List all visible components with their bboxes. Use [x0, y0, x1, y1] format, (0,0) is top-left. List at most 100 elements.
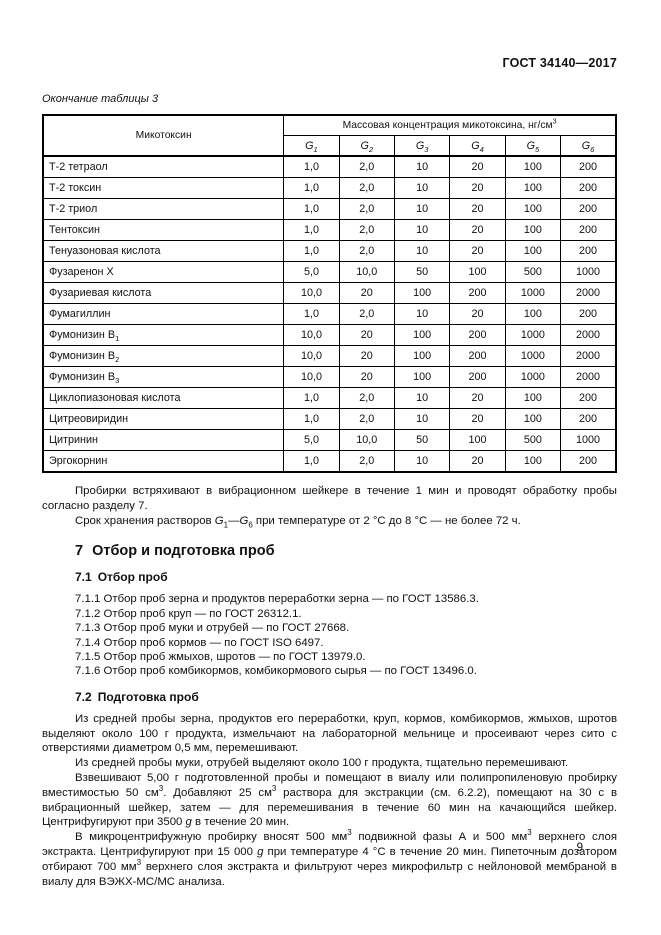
concentration-value: 2000	[560, 324, 617, 346]
table-row: Фумагиллин 1,0 2,0 10 20 100 200	[42, 303, 617, 325]
concentration-value: 20	[449, 408, 506, 430]
concentration-value: 100	[504, 219, 562, 241]
concentration-value: 100	[504, 450, 562, 473]
section-7-heading: 7 Отбор и подготовка проб	[75, 543, 617, 559]
concentration-value: 2000	[560, 282, 617, 304]
concentration-value: 200	[560, 408, 617, 430]
concentration-value: 10	[393, 198, 451, 220]
concentration-value: 200	[449, 345, 506, 367]
column-header-g4: G4	[449, 135, 506, 157]
concentration-value: 20	[449, 219, 506, 241]
concentration-value: 100	[504, 387, 562, 409]
section-number: 7.1	[75, 570, 92, 585]
concentration-value: 10	[393, 303, 451, 325]
mycotoxin-name: Фузаренон X	[42, 261, 285, 283]
table-header: Микотоксин Массовая концентрация микоток…	[42, 114, 617, 157]
clause-item: 7.1.4 Отбор проб кормов — по ГОСТ ISO 64…	[75, 636, 324, 649]
page-content: ГОСТ 34140—2017 Окончание таблицы 3 Мико…	[42, 0, 617, 889]
concentration-value: 100	[449, 261, 506, 283]
table-row: Тентоксин 1,0 2,0 10 20 100 200	[42, 219, 617, 241]
table-row: Т-2 тетраол 1,0 2,0 10 20 100 200	[42, 155, 617, 178]
concentration-value: 100	[449, 429, 506, 451]
column-header-g6: G6	[560, 135, 617, 157]
paragraph: Пробирки встряхивают в вибрационном шейк…	[42, 485, 617, 512]
concentration-value: 2,0	[338, 198, 395, 220]
concentration-value: 200	[560, 387, 617, 409]
concentration-value: 100	[393, 345, 451, 367]
mycotoxin-name: Цитринин	[42, 429, 285, 451]
concentration-value: 10	[393, 155, 451, 178]
table-row: Т-2 токсин 1,0 2,0 10 20 100 200	[42, 177, 617, 199]
concentration-value: 20	[338, 282, 395, 304]
concentration-value: 20	[449, 240, 506, 262]
section-title: Отбор проб	[97, 570, 168, 585]
paragraph: Взвешивают 5,00 г подготовленной пробы и…	[42, 772, 617, 829]
concentration-value: 1000	[504, 282, 562, 304]
concentration-value: 2,0	[338, 219, 395, 241]
mycotoxin-table: Микотоксин Массовая концентрация микоток…	[42, 114, 617, 473]
clause-item: 7.1.2 Отбор проб круп — по ГОСТ 26312.1.	[75, 607, 302, 620]
concentration-value: 10	[393, 408, 451, 430]
concentration-value: 2000	[560, 366, 617, 388]
concentration-value: 10	[393, 387, 451, 409]
section-title: Подготовка проб	[97, 689, 199, 704]
concentration-value: 10	[393, 240, 451, 262]
concentration-value: 200	[449, 282, 506, 304]
concentration-value: 20	[338, 324, 395, 346]
concentration-value: 1,0	[283, 408, 340, 430]
concentration-value: 2000	[560, 345, 617, 367]
mycotoxin-name: Циклопиазоновая кислота	[42, 387, 285, 409]
concentration-value: 1000	[560, 429, 617, 451]
column-header-concentration: Массовая концентрация микотоксина, нг/см…	[283, 114, 617, 136]
column-header-mycotoxin: Микотоксин	[42, 114, 285, 157]
concentration-value: 2,0	[338, 450, 395, 473]
clause-item: 7.1.3 Отбор проб муки и отрубей — по ГОС…	[75, 622, 350, 635]
concentration-value: 200	[560, 450, 617, 473]
concentration-value: 2,0	[338, 408, 395, 430]
concentration-value: 1,0	[283, 387, 340, 409]
concentration-value: 100	[393, 324, 451, 346]
concentration-value: 10	[393, 177, 451, 199]
table-row: Фузаренон X 5,0 10,0 50 100 500 1000	[42, 261, 617, 283]
concentration-value: 100	[504, 408, 562, 430]
concentration-value: 1,0	[283, 303, 340, 325]
concentration-value: 10,0	[283, 366, 340, 388]
concentration-value: 10,0	[338, 429, 395, 451]
mycotoxin-name: Эргокорнин	[42, 450, 285, 473]
mycotoxin-name: Фумонизин В1	[42, 324, 285, 346]
table-row: Циклопиазоновая кислота 1,0 2,0 10 20 100 200	[42, 387, 617, 409]
table-row: Т-2 триол 1,0 2,0 10 20 100 200	[42, 198, 617, 220]
concentration-value: 20	[338, 366, 395, 388]
mycotoxin-name: Т-2 тетраол	[42, 155, 285, 178]
section-7-2-heading: 7.2 Подготовка проб	[75, 690, 617, 704]
table-row: Фумонизин В1 10,0 20 100 200 1000 2000	[42, 324, 617, 346]
concentration-value: 100	[504, 240, 562, 262]
paragraph: Из средней пробы муки, отрубей выделяют …	[75, 757, 569, 770]
concentration-value: 200	[560, 240, 617, 262]
concentration-value: 1000	[504, 324, 562, 346]
clause-item: 7.1.1 Отбор проб зерна и продуктов перер…	[75, 593, 479, 606]
clause-item: 7.1.5 Отбор проб жмыхов, шротов — по ГОС…	[75, 651, 366, 664]
concentration-value: 2,0	[338, 240, 395, 262]
concentration-value: 10,0	[338, 261, 395, 283]
section-7-1-heading: 7.1 Отбор проб	[75, 570, 617, 584]
concentration-value: 20	[338, 345, 395, 367]
table-header-row-2: G1 G2 G3 G4 G5 G6	[43, 135, 617, 157]
concentration-value: 10,0	[283, 324, 340, 346]
concentration-value: 200	[560, 198, 617, 220]
concentration-value: 1,0	[283, 219, 340, 241]
concentration-value: 100	[504, 177, 562, 199]
concentration-value: 100	[504, 303, 562, 325]
mycotoxin-name: Фумонизин В3	[42, 366, 285, 388]
concentration-value: 5,0	[283, 261, 340, 283]
mycotoxin-name: Фузариевая кислота	[42, 282, 285, 304]
mycotoxin-name: Тенуазоновая кислота	[42, 240, 285, 262]
table-row: Фумонизин В2 10,0 20 100 200 1000 2000	[42, 345, 617, 367]
table-row: Цитреовиридин 1,0 2,0 10 20 100 200	[42, 408, 617, 430]
column-header-g2: G2	[338, 135, 395, 157]
concentration-value: 20	[449, 155, 506, 178]
concentration-value: 1000	[504, 345, 562, 367]
concentration-value: 10	[393, 450, 451, 473]
concentration-value: 500	[504, 261, 562, 283]
